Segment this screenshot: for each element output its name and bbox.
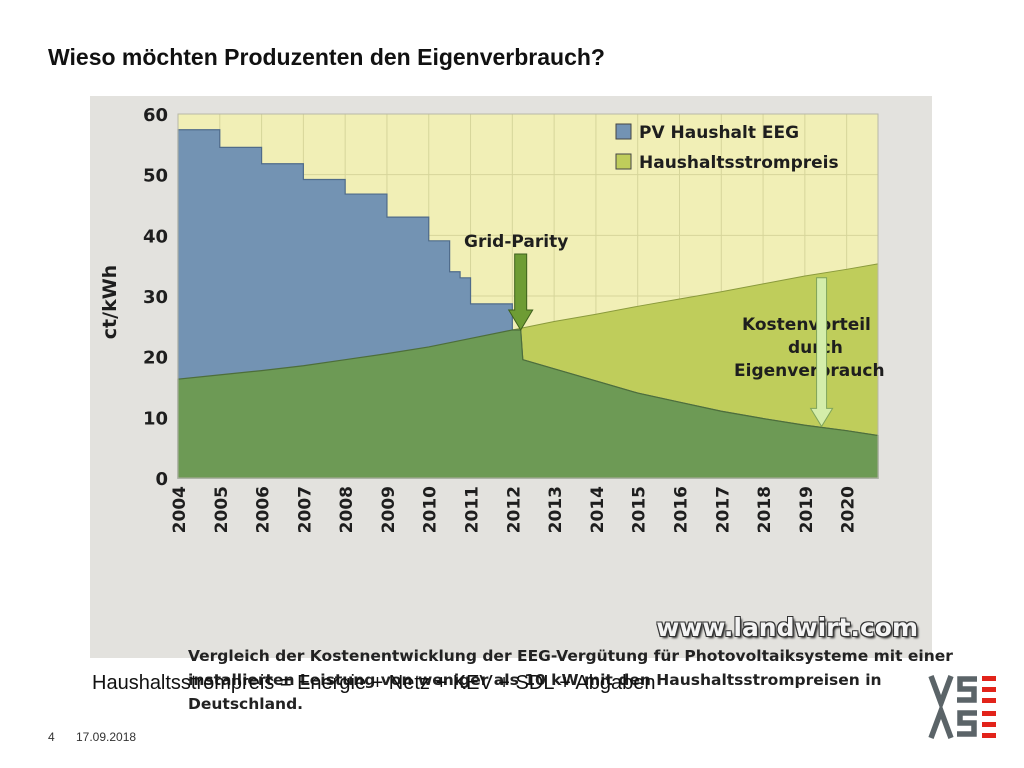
plot-border [177,113,879,479]
kostenvorteil-label: durch [788,338,843,358]
y-tick-label: 10 [143,408,168,429]
y-tick-label: 0 [155,469,168,490]
x-tick-label: 2005 [212,486,232,533]
price-formula: Haushaltsstrompreis = Energie + Netz + K… [92,672,656,694]
chart-image: 0 10 20 30 40 50 60 ct/kWh 2004 2005 2006 2007 2008 2… [90,96,953,713]
legend-label: PV Haushalt EEG [639,123,799,143]
kostenvorteil-arrow [809,277,834,428]
x-tick-label: 2020 [839,486,859,533]
x-tick-label: 2019 [797,486,817,533]
x-tick-label: 2016 [671,486,691,533]
x-tick-label: 2006 [254,486,274,533]
footer-date: 17.09.2018 [76,730,137,744]
y-tick-label: 60 [143,105,168,126]
y-axis-label: ct/kWh [99,265,121,339]
y-tick-label: 30 [143,287,168,308]
kostenvorteil-label: Kostenvorteil [742,315,871,335]
vse-aes-logo [928,675,996,739]
legend-swatch [615,123,632,140]
x-tick-label: 2015 [630,486,650,533]
x-tick-label: 2010 [421,486,441,533]
x-tick-label: 2008 [337,486,357,533]
y-tick-label: 50 [143,166,168,187]
chart-caption: Vergleich der Kostenentwicklung der EEG-… [188,647,953,713]
chart-legend: PV Haushalt EEG Haushaltsstrompreis [615,123,839,173]
x-tick-label: 2011 [463,486,483,533]
kostenvorteil-label: Eigenverbrauch [734,361,885,381]
page-number: 4 [48,730,55,744]
watermark: www.landwirt.com [656,613,918,642]
grid-parity-label: Grid-Parity [464,232,568,252]
x-tick-label: 2013 [546,486,566,533]
slide-title: Wieso möchten Produzenten den Eigenverbr… [48,44,605,70]
chart-svg: 0 10 20 30 40 50 60 ct/kWh 2004 2005 2006 2007 2008 2… [99,105,885,533]
x-tick-label: 2007 [295,486,315,533]
x-tick-label: 2004 [170,486,190,533]
x-tick-label: 2012 [504,486,524,533]
grid-parity-arrow [507,253,534,331]
x-tick-label: 2009 [379,486,399,533]
y-tick-label: 40 [143,226,168,247]
x-tick-label: 2014 [588,486,608,533]
legend-swatch [615,153,632,170]
legend-label: Haushaltsstrompreis [639,153,839,173]
y-tick-label: 20 [143,348,168,369]
x-tick-label: 2017 [713,486,733,533]
x-tick-label: 2018 [755,486,775,533]
